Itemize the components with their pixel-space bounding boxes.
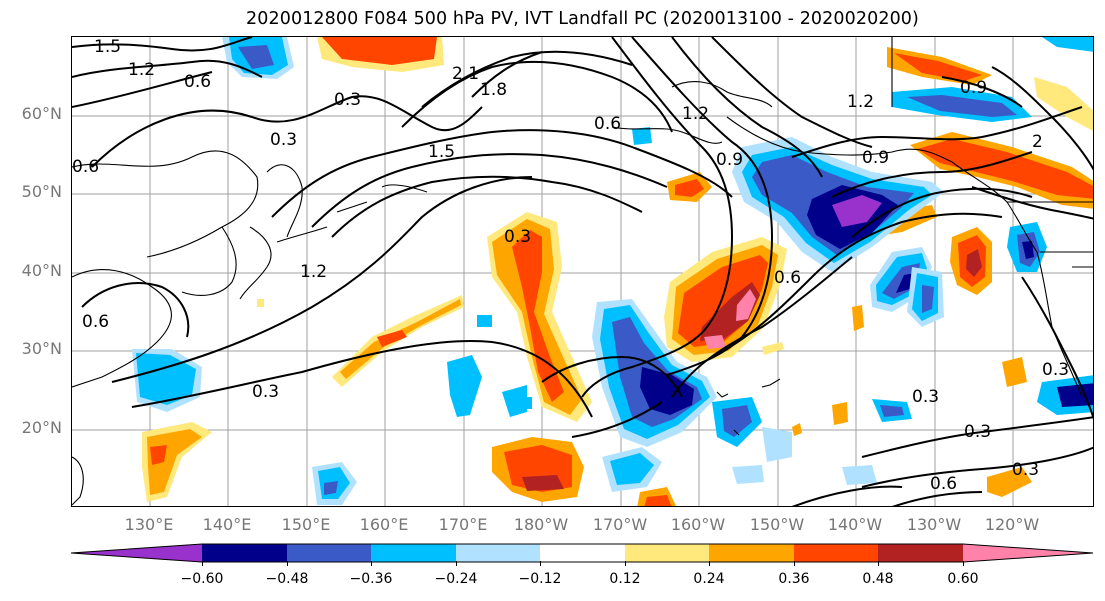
latitude-label: 30°N [21, 339, 62, 358]
map-title: 2020012800 F084 500 hPa PV, IVT Landfall… [246, 9, 919, 29]
colorbar-tickmark [794, 561, 795, 566]
colorbar-segment [878, 544, 963, 562]
pv-positive-shading [142, 37, 1093, 506]
contour-label: 2 [1032, 132, 1043, 152]
longitude-label: 130°E [124, 515, 174, 534]
colorbar-tickmark [456, 561, 457, 566]
colorbar-segment [287, 544, 371, 562]
contour-label: 0.6 [184, 72, 211, 92]
colorbar-tick-label: 0.36 [778, 571, 810, 587]
contour-label: 0.3 [912, 387, 939, 407]
contour-label: 0.3 [1012, 460, 1039, 480]
longitude-label: 150°W [749, 515, 805, 534]
longitude-label: 130°W [906, 515, 962, 534]
contour-label: 0.9 [862, 148, 889, 168]
contour-label: 1.5 [428, 142, 455, 162]
colorbar-tick-label: −0.48 [265, 571, 309, 587]
longitude-label: 160°E [359, 515, 409, 534]
longitude-label: 170°W [592, 515, 648, 534]
latitude-label: 50°N [21, 182, 62, 201]
latitude-label: 20°N [21, 418, 62, 437]
colorbar-segment [202, 544, 287, 562]
longitude-label: 160°W [670, 515, 726, 534]
contour-label: 0.6 [82, 312, 109, 332]
longitude-label: 120°W [984, 515, 1040, 534]
contour-label: 0.6 [930, 474, 957, 494]
colorbar-tick-label: −0.36 [349, 571, 393, 587]
contour-label: 1.2 [847, 92, 874, 112]
colorbar-segment [794, 544, 878, 562]
colorbar-tickmark [287, 561, 288, 566]
colorbar-tick-label: 0.60 [947, 571, 979, 587]
colorbar-tick-label: 0.24 [693, 571, 725, 587]
map-plot-area: 1.5 1.2 0.6 0.3 0.3 2.1 1.8 0.6 1.5 1.2 … [71, 36, 1094, 507]
contour-label: 0.3 [1042, 360, 1069, 380]
colorbar-tickmark [540, 561, 541, 566]
map-svg: 1.5 1.2 0.6 0.3 0.3 2.1 1.8 0.6 1.5 1.2 … [72, 37, 1093, 506]
contour-label: 0.3 [504, 227, 531, 247]
pv-contours [72, 37, 1093, 506]
contour-label: 0.6 [72, 157, 99, 177]
contour-label: 0.3 [252, 382, 279, 402]
latitude-label: 40°N [21, 261, 62, 280]
colorbar-extend-right [963, 544, 1093, 562]
colorbar-tick-label: 0.12 [609, 571, 641, 587]
longitude-label: 140°W [827, 515, 883, 534]
colorbar-tickmark [371, 561, 372, 566]
colorbar-tickmark [625, 561, 626, 566]
colorbar-segment [709, 544, 794, 562]
colorbar-segment [540, 544, 625, 562]
contour-label: 0.9 [960, 78, 987, 98]
contour-label: 0.6 [594, 114, 621, 134]
contour-label: 1.8 [480, 80, 507, 100]
colorbar-segment [371, 544, 456, 562]
longitude-label: 150°E [281, 515, 331, 534]
contour-label: 0.3 [964, 422, 991, 442]
contour-label: 0.3 [270, 130, 297, 150]
pv-negative-shading [132, 37, 1093, 505]
contour-label: 0.3 [334, 90, 361, 110]
colorbar [71, 543, 1094, 563]
contour-label: 1.2 [300, 262, 327, 282]
contour-label: 1.2 [682, 104, 709, 124]
longitude-label: 140°E [202, 515, 252, 534]
contour-label: 1.2 [128, 60, 155, 80]
colorbar-tick-label: −0.60 [180, 571, 224, 587]
colorbar-tickmark [202, 561, 203, 566]
colorbar-tick-label: −0.24 [434, 571, 478, 587]
colorbar-tick-label: −0.12 [518, 571, 562, 587]
colorbar-tickmark [878, 561, 879, 566]
longitude-label: 170°E [438, 515, 488, 534]
colorbar-tickmark [709, 561, 710, 566]
colorbar-segment [625, 544, 709, 562]
contour-label: 1.5 [94, 37, 121, 57]
contour-label: 0.6 [774, 268, 801, 288]
colorbar-extend-left [71, 544, 202, 562]
colorbar-tick-label: 0.48 [862, 571, 894, 587]
colorbar-segment [456, 544, 540, 562]
colorbar-tickmark [963, 561, 964, 566]
contour-label-group: 1.5 1.2 0.6 0.3 0.3 2.1 1.8 0.6 1.5 1.2 … [72, 37, 1069, 494]
contour-label: 2.1 [452, 64, 479, 84]
longitude-label: 180°W [513, 515, 569, 534]
contour-label: 0.9 [716, 150, 743, 170]
latitude-label: 60°N [21, 104, 62, 123]
